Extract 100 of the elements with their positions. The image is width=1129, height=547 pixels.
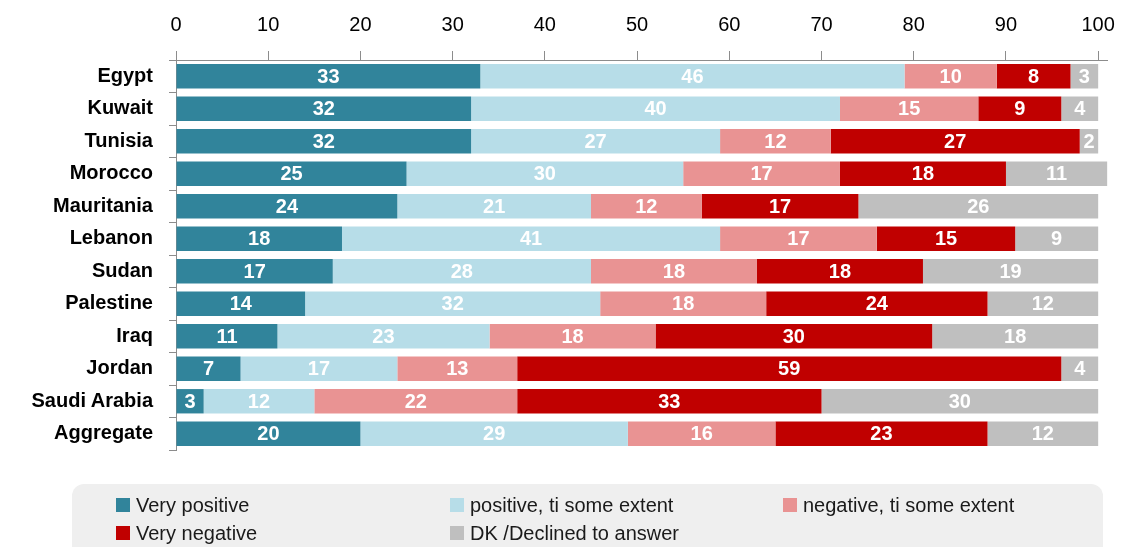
bar: [683, 161, 840, 186]
data-label: 3: [1078, 64, 1090, 87]
bar: [600, 291, 767, 316]
data-label: 25: [280, 162, 303, 185]
data-label: 33: [658, 389, 681, 412]
bar: [203, 389, 315, 414]
bar: [701, 194, 859, 219]
data-label: 41: [519, 227, 543, 250]
data-label: 12: [764, 129, 787, 152]
x-tick-label: 50: [625, 12, 649, 35]
data-label: 11: [1046, 162, 1068, 185]
bar: [517, 356, 1062, 381]
data-label: 17: [243, 259, 266, 282]
x-tick-label: 30: [441, 12, 464, 35]
bar: [987, 421, 1099, 446]
bar: [471, 129, 721, 154]
bar: [406, 161, 684, 186]
bar: [978, 96, 1062, 121]
data-label: 21: [483, 194, 506, 217]
bar: [332, 259, 591, 284]
legend-label: Very negative: [136, 521, 258, 545]
data-label: 16: [690, 422, 713, 445]
bar: [1005, 161, 1108, 186]
bar: [176, 194, 398, 219]
data-label: 17: [787, 227, 810, 250]
bar: [766, 291, 988, 316]
bar: [176, 259, 333, 284]
bar: [176, 161, 407, 186]
x-tick-label: 40: [533, 12, 556, 35]
data-label: 32: [312, 129, 335, 152]
data-label: 10: [939, 64, 962, 87]
bar: [176, 356, 241, 381]
bar: [517, 389, 822, 414]
x-tick-label: 80: [902, 12, 925, 35]
data-label: 18: [248, 227, 271, 250]
bar: [176, 324, 278, 349]
data-label: 26: [967, 194, 990, 217]
bar: [904, 64, 997, 89]
y-tick-label: Sudan: [91, 258, 153, 281]
data-label: 12: [1031, 292, 1054, 315]
data-label: 8: [1028, 64, 1040, 87]
bar: [480, 64, 905, 89]
bar: [176, 226, 342, 251]
data-label: 18: [1004, 324, 1027, 347]
x-tick-label: 0: [170, 12, 182, 35]
data-label: 30: [948, 389, 971, 412]
data-label: 40: [644, 97, 667, 120]
data-label: 12: [1031, 422, 1054, 445]
bar: [858, 194, 1099, 219]
data-label: 9: [1051, 227, 1063, 250]
bar: [176, 291, 306, 316]
data-label: 4: [1074, 357, 1087, 380]
y-tick-label: Lebanon: [69, 226, 153, 249]
x-tick-label: 90: [994, 12, 1018, 35]
data-label: 24: [865, 292, 889, 315]
y-tick-label: Palestine: [65, 291, 153, 314]
data-label: 27: [584, 129, 607, 152]
bar: [176, 64, 481, 89]
data-label: 18: [828, 259, 852, 282]
data-label: 17: [750, 162, 773, 185]
bar: [655, 324, 933, 349]
bar: [277, 324, 490, 349]
x-tick-label: 100: [1081, 12, 1115, 35]
bar: [397, 194, 591, 219]
legend-label: Very positive: [136, 493, 250, 517]
bar: [839, 96, 979, 121]
y-tick-label: Tunisia: [84, 128, 154, 151]
bar: [720, 129, 831, 154]
data-label: 27: [944, 129, 967, 152]
y-tick-label: Iraq: [116, 323, 153, 346]
bar: [360, 421, 628, 446]
y-tick-label: Egypt: [97, 63, 154, 86]
data-label: 18: [561, 324, 584, 347]
data-label: 32: [312, 97, 335, 120]
bar: [996, 64, 1071, 89]
data-label: 12: [635, 194, 658, 217]
bar: [305, 291, 601, 316]
bar: [627, 421, 776, 446]
bar: [839, 161, 1006, 186]
data-label: 3: [184, 389, 196, 412]
data-label: 18: [672, 292, 695, 315]
data-label: 32: [441, 292, 464, 315]
x-tick-label: 70: [810, 12, 833, 35]
bar: [314, 389, 518, 414]
bar: [821, 389, 1099, 414]
data-label: 15: [934, 227, 958, 250]
x-tick-label: 60: [718, 12, 741, 35]
data-label: 19: [999, 259, 1022, 282]
data-label: 4: [1074, 97, 1087, 120]
y-tick-label: Kuwait: [87, 96, 154, 119]
bar: [397, 356, 518, 381]
data-label: 23: [870, 422, 893, 445]
data-label: 12: [247, 389, 271, 412]
data-label: 11: [216, 324, 238, 347]
bar: [176, 96, 472, 121]
bar: [590, 194, 702, 219]
y-tick-label: Saudi Arabia: [31, 388, 154, 411]
bar: [830, 129, 1080, 154]
data-label: 30: [533, 162, 556, 185]
x-tick-label: 10: [257, 12, 280, 35]
